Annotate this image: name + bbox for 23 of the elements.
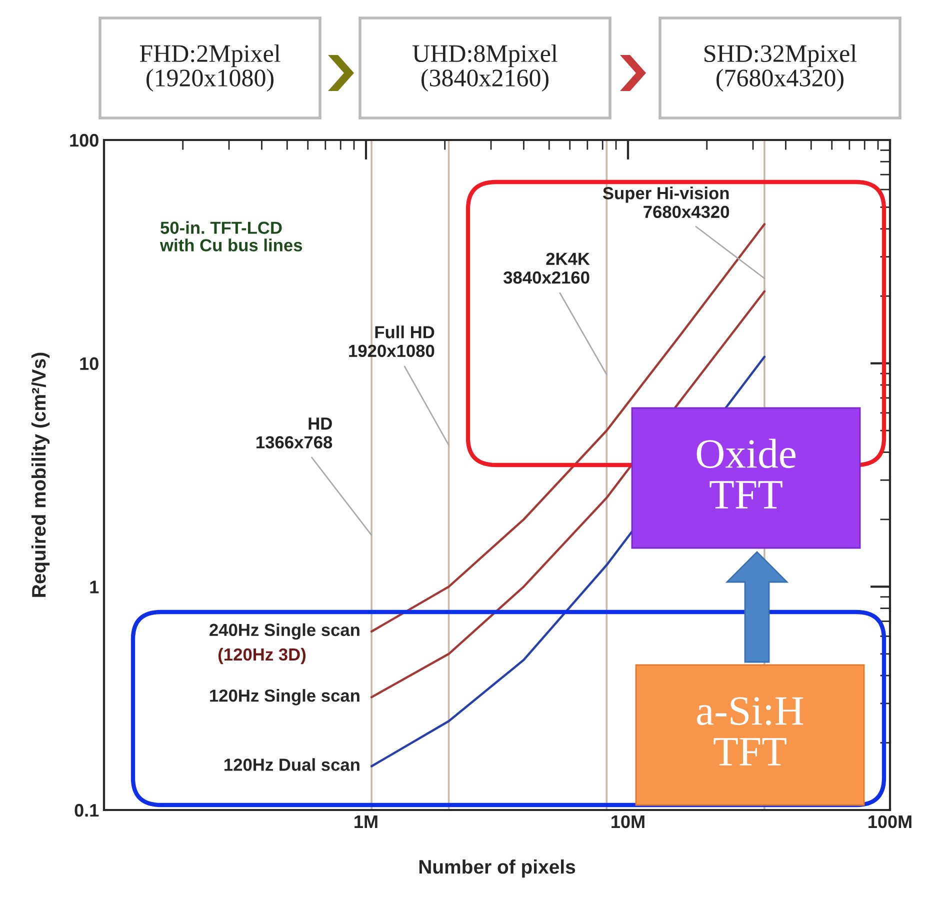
annotation: Full HD 1920x1080 (349, 326, 434, 358)
annotation: a-Si:H TFT (697, 697, 804, 766)
y-tick-label: 1 (90, 580, 99, 594)
text: SHD:32Mpixel (7680x4320) (704, 44, 857, 92)
annotation: (120Hz 3D) (218, 648, 306, 664)
annotation: Oxide TFT (696, 438, 796, 508)
x-axis-title: Number of pixels (419, 859, 576, 878)
annotation: 2K4K 3840x2160 (504, 252, 590, 284)
annotation: Super Hi-vision 7680x4320 (602, 186, 730, 218)
y-tick-label: 0.1 (74, 804, 99, 817)
x-tick-label: 10M (612, 815, 644, 828)
x-tick-label: 100M (868, 815, 912, 828)
text: FHD:2Mpixel (1920x1080) (140, 44, 280, 92)
series-label: 120Hz Dual scan (224, 758, 360, 771)
y-tick-label: 100 (70, 134, 98, 147)
series-label: 120Hz Single scan (210, 689, 360, 706)
y-axis-title: Required mobility (cm²/Vs) (31, 352, 50, 597)
y-tick-label: 10 (80, 357, 98, 370)
annotation: 50-in. TFT-LCD with Cu bus lines (160, 221, 302, 252)
x-tick-label: 1M (354, 816, 378, 828)
series-label: 240Hz Single scan (210, 623, 360, 640)
text: UHD:8Mpixel (3840x2160) (412, 44, 558, 92)
annotation: HD 1366x768 (256, 418, 332, 448)
